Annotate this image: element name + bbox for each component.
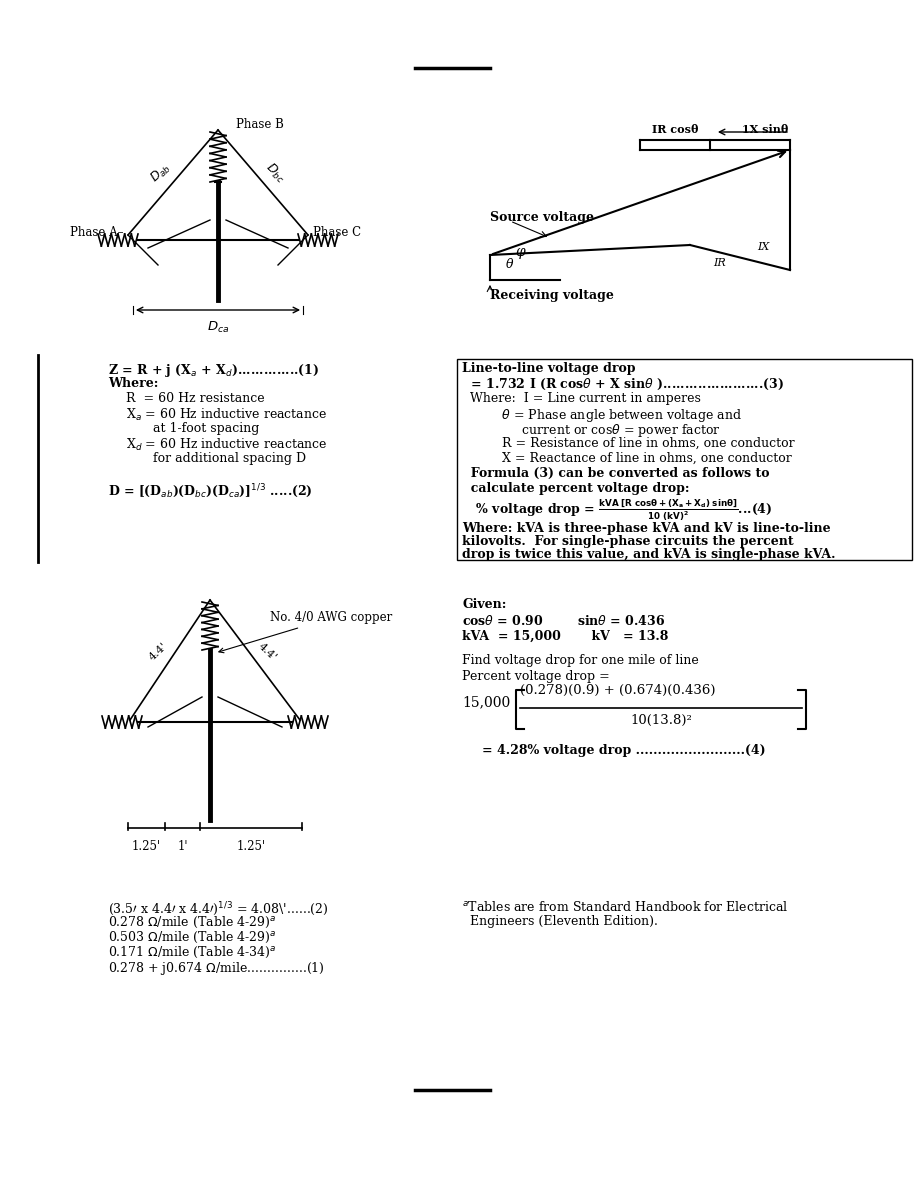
Text: 4.4': 4.4' — [256, 641, 278, 663]
Text: Source voltage: Source voltage — [490, 212, 594, 225]
Text: Z = R + j (X$_a$ + X$_d$)..............(1): Z = R + j (X$_a$ + X$_d$)..............(… — [108, 362, 320, 378]
Text: 0.278 $\Omega$/mile (Table 4-29)$^a$: 0.278 $\Omega$/mile (Table 4-29)$^a$ — [108, 915, 276, 931]
Text: IR: IR — [714, 257, 727, 268]
Text: cos$\theta$ = 0.90        sin$\theta$ = 0.436: cos$\theta$ = 0.90 sin$\theta$ = 0.436 — [462, 614, 665, 628]
Text: $D_{bc}$: $D_{bc}$ — [262, 159, 288, 186]
Text: Find voltage drop for one mile of line: Find voltage drop for one mile of line — [462, 654, 699, 668]
Text: Where:  I = Line current in amperes: Where: I = Line current in amperes — [462, 392, 701, 405]
Text: Phase C: Phase C — [313, 226, 361, 239]
Text: Given:: Given: — [462, 599, 507, 610]
Text: 0.503 $\Omega$/mile (Table 4-29)$^a$: 0.503 $\Omega$/mile (Table 4-29)$^a$ — [108, 931, 276, 945]
Text: for additional spacing D: for additional spacing D — [153, 452, 306, 465]
Text: X = Reactance of line in ohms, one conductor: X = Reactance of line in ohms, one condu… — [462, 452, 792, 465]
Text: Engineers (Eleventh Edition).: Engineers (Eleventh Edition). — [462, 915, 658, 928]
Text: (3.5$\prime$ x 4.4$\prime$ x 4.4$\prime$)$^{1/3}$ = 4.08\'......(2): (3.5$\prime$ x 4.4$\prime$ x 4.4$\prime$… — [108, 900, 329, 917]
Text: Formula (3) can be converted as follows to: Formula (3) can be converted as follows … — [462, 466, 770, 480]
Text: current or cos$\theta$ = power factor: current or cos$\theta$ = power factor — [462, 422, 720, 439]
Text: 1.25': 1.25' — [237, 840, 265, 853]
Text: Line-to-line voltage drop: Line-to-line voltage drop — [462, 362, 635, 375]
Text: IR cosθ: IR cosθ — [652, 124, 698, 134]
Text: 15,000: 15,000 — [462, 695, 510, 709]
Text: $^a$Tables are from Standard Handbook for Electrical: $^a$Tables are from Standard Handbook fo… — [462, 900, 788, 914]
Text: R  = 60 Hz resistance: R = 60 Hz resistance — [126, 392, 264, 405]
Text: kVA  = 15,000       kV   = 13.8: kVA = 15,000 kV = 13.8 — [462, 630, 669, 643]
Text: at 1-foot spacing: at 1-foot spacing — [153, 422, 260, 436]
Text: IX: IX — [757, 243, 769, 252]
Text: R = Resistance of line in ohms, one conductor: R = Resistance of line in ohms, one cond… — [462, 437, 795, 450]
Text: φ: φ — [515, 245, 525, 259]
Text: Where:: Where: — [108, 377, 158, 390]
Text: $D_{ca}$: $D_{ca}$ — [207, 320, 229, 336]
Text: kilovolts.  For single-phase circuits the percent: kilovolts. For single-phase circuits the… — [462, 536, 794, 549]
Text: % voltage drop = $\frac{\mathbf{kVA\ [R\ cos\theta + (X_a + X_d)\ sin\theta]}}{\: % voltage drop = $\frac{\mathbf{kVA\ [R\… — [467, 497, 773, 522]
Text: X$_d$ = 60 Hz inductive reactance: X$_d$ = 60 Hz inductive reactance — [126, 437, 327, 453]
Text: 4.4': 4.4' — [147, 641, 169, 663]
Text: Percent voltage drop =: Percent voltage drop = — [462, 670, 610, 683]
Text: = 4.28% voltage drop .........................(4): = 4.28% voltage drop ...................… — [482, 744, 765, 757]
Text: X$_a$ = 60 Hz inductive reactance: X$_a$ = 60 Hz inductive reactance — [126, 407, 327, 424]
Text: 10(13.8)²: 10(13.8)² — [630, 714, 692, 727]
Text: D = [(D$_{ab}$)(D$_{bc}$)(D$_{ca}$)]$^{1/3}$ .....(2): D = [(D$_{ab}$)(D$_{bc}$)(D$_{ca}$)]$^{1… — [108, 482, 313, 500]
Bar — [457, 359, 912, 560]
Text: $\theta$ = Phase angle between voltage and: $\theta$ = Phase angle between voltage a… — [462, 407, 742, 424]
Text: 0.278 + j0.674 $\Omega$/mile...............(1): 0.278 + j0.674 $\Omega$/mile............… — [108, 960, 325, 977]
Text: Phase B: Phase B — [236, 119, 284, 132]
Text: 1X sinθ: 1X sinθ — [741, 124, 788, 134]
Text: θ: θ — [507, 257, 514, 270]
Text: Phase A–: Phase A– — [69, 226, 123, 239]
Text: $D_{ab}$: $D_{ab}$ — [147, 159, 174, 186]
Text: drop is twice this value, and kVA is single-phase kVA.: drop is twice this value, and kVA is sin… — [462, 549, 835, 560]
Text: = 1.732 I (R cos$\theta$ + X sin$\theta$ ).......................(3): = 1.732 I (R cos$\theta$ + X sin$\theta$… — [462, 377, 784, 392]
Text: calculate percent voltage drop:: calculate percent voltage drop: — [462, 482, 690, 495]
Text: 0.171 $\Omega$/mile (Table 4-34)$^a$: 0.171 $\Omega$/mile (Table 4-34)$^a$ — [108, 945, 276, 960]
Text: 1.25': 1.25' — [132, 840, 161, 853]
Text: (0.278)(0.9) + (0.674)(0.436): (0.278)(0.9) + (0.674)(0.436) — [520, 684, 716, 697]
Text: No. 4/0 AWG copper: No. 4/0 AWG copper — [219, 612, 392, 653]
Text: Receiving voltage: Receiving voltage — [490, 288, 614, 301]
Text: 1': 1' — [177, 840, 188, 853]
Text: Where: kVA is three-phase kVA and kV is line-to-line: Where: kVA is three-phase kVA and kV is … — [462, 522, 831, 536]
